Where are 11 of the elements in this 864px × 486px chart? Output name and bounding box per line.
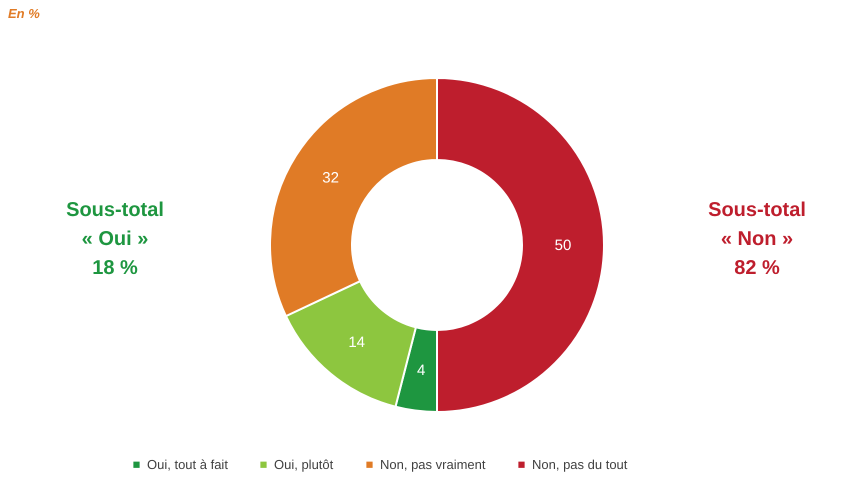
text: Sous-total « Oui » 18 % [66,199,164,279]
data-label: 32 [322,169,339,186]
text: Sous-total « Non » 82 % [708,199,806,279]
data-label: 4 [417,362,426,380]
legend-label: Oui, plutôt [274,456,334,472]
text: En % [8,6,40,21]
data-label: 14 [348,334,366,352]
data-label: 50 [554,237,572,254]
legend-label: Non, pas du tout [532,456,628,472]
legend-label: Oui, tout à fait [147,456,228,472]
legend-label: Non, pas vraiment [380,456,486,472]
